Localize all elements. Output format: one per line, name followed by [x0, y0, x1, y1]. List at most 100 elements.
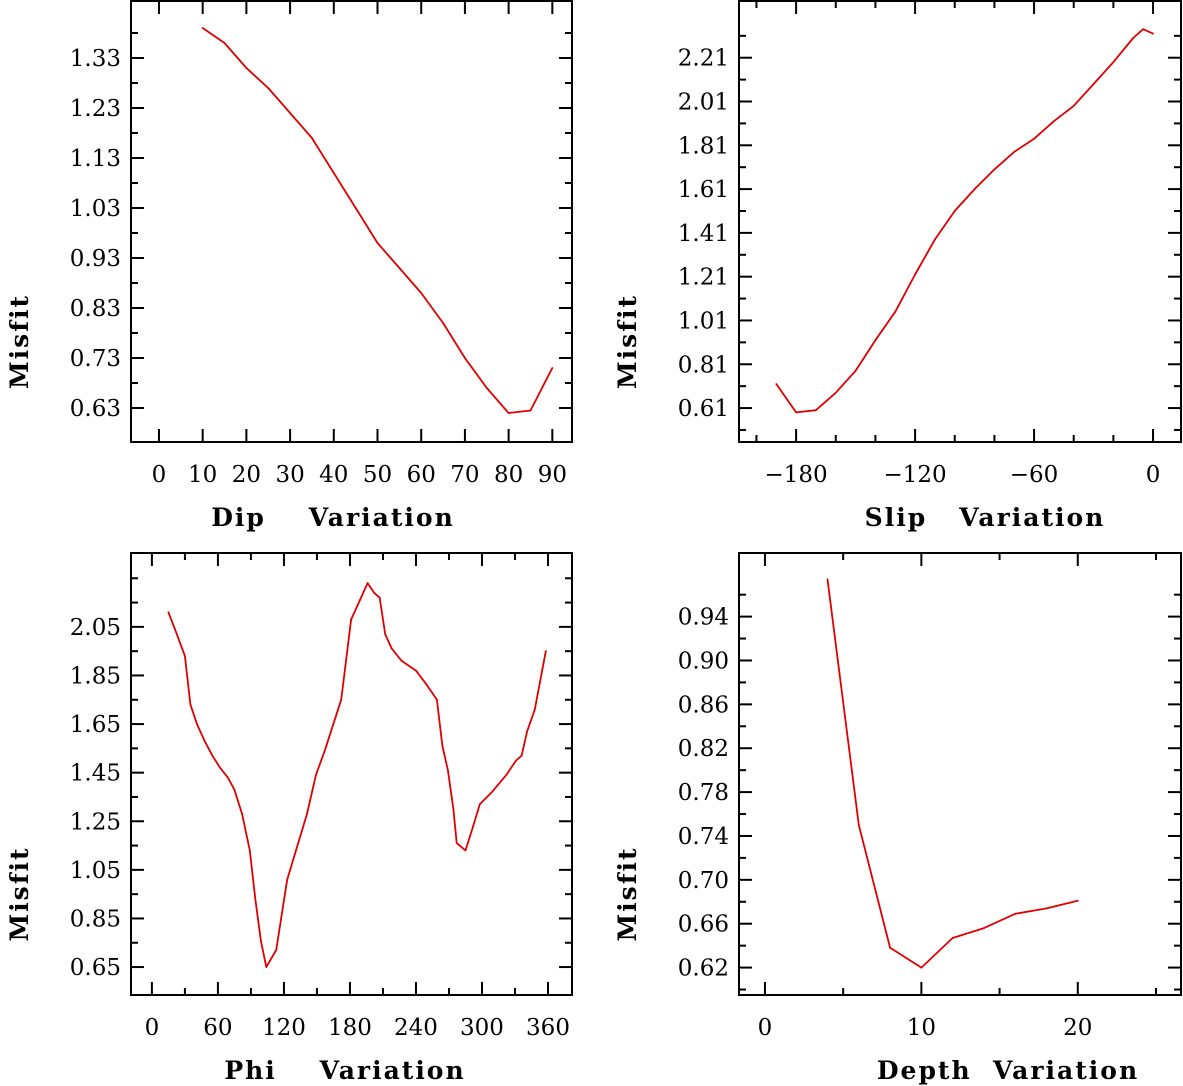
y-tick-label: 1.23 [70, 96, 121, 122]
data-point [211, 754, 214, 757]
y-axis-label: Misfit [5, 846, 34, 941]
data-point [505, 774, 508, 776]
data-point [934, 238, 936, 241]
x-tick-label: 50 [363, 462, 392, 488]
subplot-3: 0 60 120 180 240 300 360 0.65 0.85 1.05 1.25 1.45 1.… [5, 552, 573, 1085]
x-tick-label: 20 [232, 462, 261, 488]
y-tick-label: 0.65 [70, 955, 121, 981]
data-point [259, 939, 262, 942]
data-point [920, 966, 923, 969]
y-tick-label: 0.78 [678, 780, 729, 806]
subplot-2: −180 −120 −60 0 0.61 0.81 1.01 1.21 1.41 1.61 1.81… [613, 0, 1182, 532]
axes-frame [738, 0, 1182, 443]
data-point [358, 599, 361, 602]
misfit-series-line [202, 27, 554, 414]
data-point [311, 137, 313, 139]
data-point [1142, 28, 1145, 31]
data-point [226, 776, 229, 779]
data-point [551, 367, 554, 369]
y-tick-label: 0.70 [678, 868, 729, 894]
y-axis-label: Misfit [5, 294, 34, 389]
data-point [1152, 32, 1154, 35]
data-point [795, 411, 798, 414]
x-tick-label: 10 [907, 1015, 936, 1041]
data-point [203, 740, 206, 742]
x-tick-label: 80 [494, 462, 523, 488]
data-point [983, 927, 985, 929]
x-tick-label: 60 [407, 462, 436, 488]
x-tick-label: 0 [1146, 462, 1161, 488]
data-point [289, 112, 291, 114]
x-tick-label: 20 [1063, 1015, 1092, 1041]
data-point [834, 391, 837, 394]
x-tick-label: 30 [275, 462, 304, 488]
y-tick-label: 0.94 [678, 605, 729, 631]
data-point [441, 745, 444, 747]
data-point [340, 698, 343, 701]
data-point [167, 611, 170, 614]
data-point [254, 898, 257, 900]
y-tick-label: 1.01 [678, 308, 729, 334]
y-tick-label: 1.61 [678, 177, 729, 203]
y-tick-label: 1.21 [678, 265, 729, 291]
data-point [857, 824, 860, 826]
data-point [446, 769, 449, 772]
y-tick-label: 2.01 [678, 90, 729, 116]
data-point [455, 842, 458, 845]
data-point [174, 628, 176, 631]
x-tick-label: 360 [526, 1015, 570, 1041]
data-point [223, 42, 226, 44]
data-point [874, 339, 877, 342]
y-tick-label: 0.61 [678, 396, 729, 422]
data-point [415, 669, 417, 672]
data-point [295, 849, 297, 852]
data-point [366, 582, 369, 585]
data-point [464, 357, 466, 359]
data-point [515, 759, 518, 762]
data-point [993, 168, 996, 171]
y-tick-label: 1.81 [678, 133, 729, 159]
data-point [815, 409, 817, 412]
y-tick-label: 0.62 [678, 956, 729, 982]
data-point [306, 813, 308, 815]
x-tick-label: 240 [394, 1015, 438, 1041]
data-point [507, 412, 510, 414]
data-point [241, 813, 244, 815]
data-point [533, 708, 536, 711]
x-tick-label: 180 [328, 1015, 372, 1041]
data-point [854, 369, 857, 372]
data-point [219, 766, 222, 769]
data-point [275, 949, 278, 951]
x-tick-label: 40 [319, 462, 348, 488]
data-point [354, 207, 357, 209]
data-point [953, 210, 956, 212]
x-tick-label: 0 [152, 462, 167, 488]
misfit-series-line [826, 579, 1079, 969]
data-point [529, 409, 532, 412]
y-tick-label: 1.85 [70, 663, 121, 689]
subplot-4: 0 10 20 0.62 0.66 0.70 0.74 0.78 0.82 0.86 0.90 0.9… [613, 552, 1182, 1085]
data-point [201, 27, 204, 29]
data-point [973, 188, 976, 190]
data-point [233, 788, 236, 791]
y-tick-label: 0.86 [678, 692, 729, 718]
y-tick-label: 0.63 [70, 396, 121, 422]
y-tick-label: 1.65 [70, 712, 121, 738]
data-point [951, 937, 954, 939]
data-point [245, 67, 248, 69]
data-point [420, 292, 423, 294]
data-point [526, 730, 529, 733]
data-point [196, 723, 198, 725]
data-point [384, 633, 387, 636]
y-tick-label: 1.45 [70, 761, 121, 787]
axes-frame [738, 552, 1182, 996]
y-tick-label: 0.85 [70, 906, 121, 932]
data-point [189, 703, 192, 706]
x-tick-label: −180 [765, 462, 828, 488]
y-tick-label: 1.33 [70, 46, 121, 72]
y-tick-label: 1.41 [678, 221, 729, 247]
data-point [452, 808, 455, 811]
x-axis-label: Depth Variation [877, 1056, 1139, 1085]
data-point [398, 267, 401, 269]
